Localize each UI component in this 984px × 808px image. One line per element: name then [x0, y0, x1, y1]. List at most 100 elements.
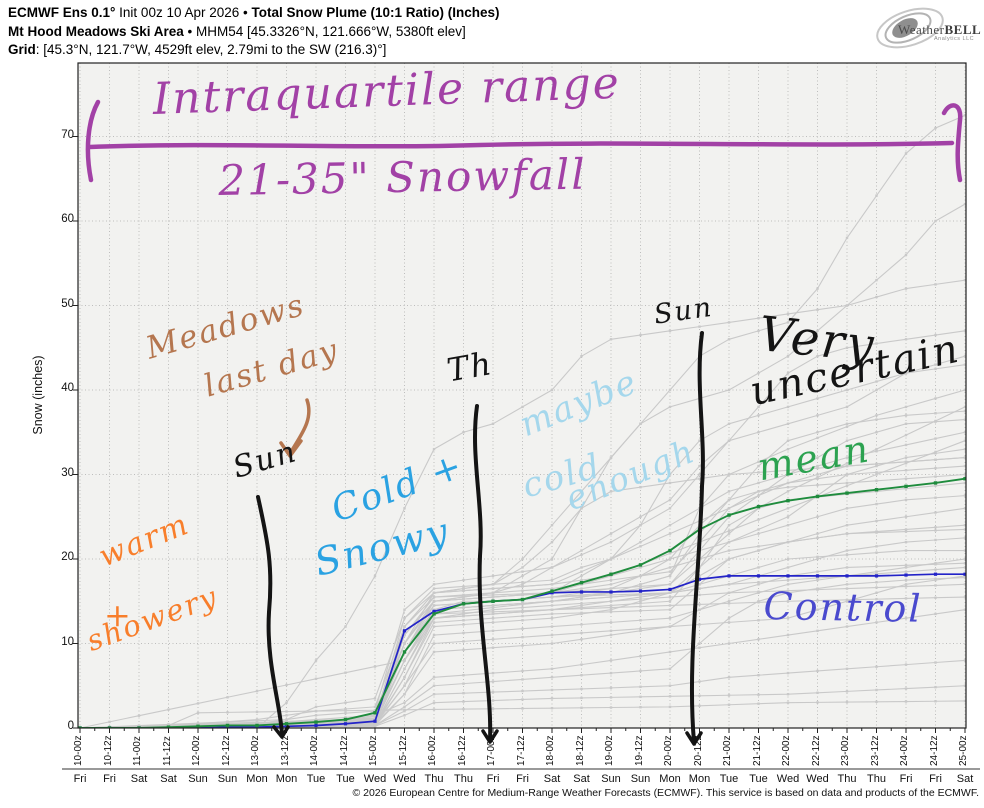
day-label: Fri [929, 773, 942, 785]
x-tick-label: 18-12z [574, 735, 586, 766]
ink-stroke-divider-sun-2 [689, 331, 705, 744]
ink-stroke-divider-sun-1-tip [272, 725, 290, 739]
location-name: Mt Hood Meadows Ski Area [8, 23, 184, 39]
y-tick-label: 30 [61, 466, 74, 479]
day-label: Sun [601, 773, 621, 785]
gridlines [78, 63, 966, 728]
x-tick-label: 11-00z [132, 736, 143, 766]
y-tick-label: 20 [61, 551, 74, 563]
day-label: Wed [393, 773, 416, 785]
title-line-1: ECMWF Ens 0.1° Init 00z 10 Apr 2026 • To… [8, 4, 500, 23]
day-label: Thu [837, 773, 857, 785]
ink-stroke-divider-th [473, 404, 493, 742]
mean-line [78, 477, 966, 728]
ink-stroke-purple-underline [87, 140, 955, 150]
ink-stroke-brown-arrowhead [279, 439, 303, 458]
ensemble-member-line [78, 278, 966, 728]
x-tick-label: 11-12z [161, 736, 173, 766]
x-tick-label: 15-12z [397, 735, 409, 766]
day-label: Sat [573, 773, 590, 785]
init-time: Init 00z 10 Apr 2026 • [115, 5, 252, 20]
x-tick-label: 18-00z [545, 735, 556, 766]
day-label: Tue [336, 773, 355, 785]
ink-stroke-brown-arrow [289, 398, 311, 454]
annotation-th-label: Th [444, 344, 496, 390]
day-label: Wed [776, 773, 800, 785]
ink-stroke-purple-left-bracket [85, 99, 101, 183]
x-tick-label: 25-00z [958, 735, 969, 766]
ink-strokes [85, 99, 963, 746]
station-info: • MHM54 [45.3326°N, 121.666°W, 5380ft el… [183, 23, 466, 39]
weatherbell-logo: WeatherBELL Analytics LLC [870, 4, 981, 52]
x-tick-label: 20-00z [663, 735, 674, 766]
grid-label: Grid [8, 42, 36, 57]
x-tick-label: 12-00z [191, 735, 202, 766]
copyright-text: © 2026 European Centre for Medium-Range … [352, 787, 979, 799]
x-tick-label: 12-12z [220, 735, 232, 766]
y-axis-label: Snow (inches) [31, 355, 45, 435]
day-label: Sun [188, 773, 208, 785]
day-label: Mon [246, 773, 268, 785]
x-tick-label: 22-12z [810, 735, 822, 766]
product-name: Total Snow Plume (10:1 Ratio) (Inches) [251, 5, 500, 20]
day-label: Fri [486, 773, 500, 785]
x-tick-label: 16-00z [427, 735, 438, 766]
ensemble-member-line [78, 699, 966, 728]
ink-stroke-divider-sun-2-tip [685, 731, 703, 746]
logo-swirl-icon [876, 7, 944, 49]
ink-stroke-divider-sun-1 [256, 495, 284, 736]
x-tick-label: 19-00z [604, 735, 615, 766]
day-label: Tue [749, 773, 768, 785]
day-label: Wed [363, 773, 387, 785]
title-line-3: Grid: [45.3°N, 121.7°W, 4529ft elev, 2.7… [8, 41, 500, 60]
x-tick-label: 19-12z [633, 735, 645, 766]
x-tick-label: 13-12z [279, 735, 291, 766]
axis-ticks [73, 136, 966, 733]
day-label: Tue [719, 773, 739, 785]
day-label: Sat [130, 773, 148, 785]
annotation-control-label: Control [763, 584, 923, 631]
y-tick-label: 50 [61, 297, 74, 310]
day-label: Sat [956, 773, 974, 785]
x-tick-label: 21-00z [722, 735, 733, 766]
x-tick-label: 21-12z [751, 735, 763, 766]
day-label: Sun [630, 773, 651, 785]
x-tick-label: 15-00z [368, 735, 379, 766]
x-tick-label: 14-00z [309, 735, 320, 766]
day-label: Sun [217, 773, 238, 785]
day-label: Thu [867, 773, 886, 785]
day-label: Wed [806, 773, 829, 785]
x-tick-label: 24-00z [899, 735, 910, 766]
y-tick-label: 10 [61, 635, 74, 648]
model-name: ECMWF Ens 0.1° [8, 5, 116, 20]
x-tick-label: 20-12z [692, 735, 704, 766]
annotation-plus: + [104, 596, 133, 634]
y-tick-label: 70 [61, 128, 74, 141]
day-label: Thu [424, 773, 444, 785]
ink-stroke-purple-right-bracket [941, 103, 963, 183]
y-tick-label: 0 [67, 720, 74, 732]
ink-stroke-divider-th-tip [481, 729, 499, 744]
y-tick-label: 60 [61, 213, 74, 225]
x-tick-label: 22-00z [781, 735, 792, 766]
day-label: Fri [516, 773, 529, 785]
x-tick-label: 24-12z [928, 735, 940, 766]
day-label: Thu [454, 773, 473, 785]
chart-header: ECMWF Ens 0.1° Init 00z 10 Apr 2026 • To… [8, 4, 500, 60]
day-label: Fri [103, 773, 116, 785]
annotation-snowfall-range: 21-35" Snowfall [218, 149, 588, 205]
title-line-2: Mt Hood Meadows Ski Area • MHM54 [45.332… [8, 23, 500, 42]
x-tick-label: 10-12z [102, 735, 114, 766]
grid-info: : [45.3°N, 121.7°W, 4529ft elev, 2.79mi … [35, 42, 387, 57]
day-label: Fri [73, 773, 87, 785]
day-label: Fri [899, 773, 913, 785]
day-label: Mon [275, 773, 298, 785]
x-tick-label: 17-00z [486, 735, 497, 766]
x-tick-label: 17-12z [515, 735, 527, 766]
day-label: Sat [160, 773, 177, 785]
y-tick-label: 40 [61, 382, 74, 394]
x-tick-label: 10-00z [73, 735, 84, 766]
logo-subtext: Analytics LLC [934, 36, 975, 42]
